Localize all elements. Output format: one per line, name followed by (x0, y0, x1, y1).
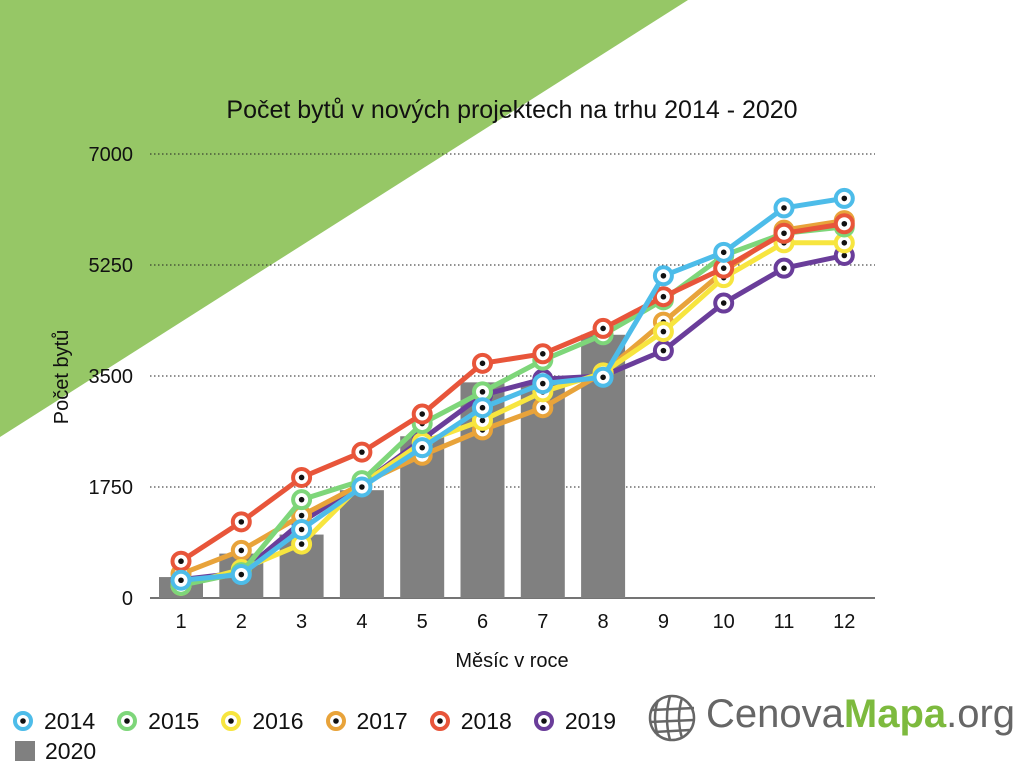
point-dot-2019-12 (841, 252, 848, 259)
point-dot-2014-4 (359, 484, 365, 490)
point-dot-2014-8 (600, 374, 606, 381)
point-dot-2019-9 (660, 347, 667, 354)
x-tick-label-3: 3 (296, 611, 307, 633)
point-dot-2016-12 (841, 240, 848, 246)
point-dot-2018-10 (720, 265, 727, 271)
bar-2020-7 (520, 382, 565, 598)
point-dot-2018-9 (660, 293, 667, 300)
y-tick-label-0: 0 (122, 588, 133, 610)
legend-item-2019: 2019 (529, 706, 616, 736)
legend-item-2015: 2015 (112, 706, 199, 736)
point-dot-2014-12 (841, 195, 848, 202)
legend-item-2020: 2020 (8, 736, 96, 766)
series-2014 (170, 187, 855, 591)
series-line-2014 (180, 195, 845, 583)
point-dot-2018-6 (479, 360, 486, 367)
legend-swatch-2015 (117, 711, 138, 731)
legend-label-2015: 2015 (148, 707, 200, 734)
logo-text: CenovaMapa.org (706, 692, 1016, 736)
x-tick-label-4: 4 (356, 611, 367, 633)
x-tick-label-12: 12 (833, 611, 855, 633)
globe-grid-icon (648, 694, 696, 742)
legend-item-2018: 2018 (425, 706, 512, 736)
legend-item-2016: 2016 (216, 706, 304, 736)
y-tick-label-5250: 5250 (89, 255, 134, 277)
point-dot-2015-6 (479, 389, 486, 395)
point-dot-2014-10 (720, 249, 727, 256)
legend-label-2017: 2017 (356, 707, 408, 734)
x-tick-label-2: 2 (236, 611, 247, 633)
legend-label-2016: 2016 (252, 707, 304, 734)
point-dot-2017-3 (298, 512, 305, 519)
point-dot-2014-5 (419, 444, 426, 451)
point-dot-2019-11 (781, 265, 787, 271)
bar-2020-4 (339, 490, 384, 598)
point-dot-2015-3 (298, 496, 305, 503)
legend-label-2014: 2014 (44, 707, 96, 734)
x-tick-label-1: 1 (175, 611, 186, 633)
logo: CenovaMapa.org (644, 688, 1016, 750)
legend: 2014 2015 2016 2017 2018 2019 (8, 706, 648, 738)
point-dot-2019-10 (720, 300, 727, 306)
x-tick-label-7: 7 (537, 611, 548, 633)
point-dot-2016-9 (660, 328, 667, 335)
legend-label-2019: 2019 (564, 707, 617, 734)
y-tick-label-3500: 3500 (89, 366, 134, 388)
point-dot-2014-2 (238, 571, 245, 578)
point-dot-2018-12 (841, 220, 848, 227)
point-dot-2014-9 (660, 272, 667, 279)
legend-label-2020: 2020 (45, 737, 97, 764)
legend-swatch-2019 (533, 711, 554, 731)
point-dot-2014-7 (540, 380, 546, 387)
point-dot-2014-11 (781, 205, 787, 211)
point-dot-2017-2 (238, 547, 245, 554)
point-dot-2017-7 (540, 404, 546, 411)
x-tick-label-9: 9 (658, 611, 669, 633)
x-tick-label-11: 11 (774, 611, 795, 633)
x-tick-label-6: 6 (477, 611, 488, 633)
legend-swatch-2016 (221, 711, 242, 731)
point-dot-2018-2 (238, 519, 245, 525)
point-dot-2014-6 (479, 404, 486, 411)
point-dot-2018-1 (178, 558, 184, 565)
x-axis-label: Měsíc v roce (455, 650, 568, 672)
point-dot-2018-11 (781, 230, 787, 237)
series-2018 (170, 213, 855, 572)
legend-bar-swatch (15, 741, 35, 761)
point-dot-2018-4 (359, 449, 365, 455)
point-dot-2018-7 (540, 351, 546, 357)
point-dot-2016-6 (479, 417, 486, 424)
series-line-2016 (180, 240, 845, 588)
x-tick-label-10: 10 (713, 611, 735, 633)
legend-item-2014: 2014 (8, 706, 95, 736)
point-dot-2016-3 (298, 541, 305, 547)
legend-swatch-2014 (13, 711, 33, 731)
point-dot-2014-1 (178, 577, 184, 584)
x-tick-label-5: 5 (417, 611, 428, 633)
y-tick-label-7000: 7000 (89, 144, 134, 166)
point-dot-2018-3 (298, 474, 305, 481)
x-tick-label-8: 8 (598, 611, 609, 633)
chart-title: Počet bytů v nových projektech na trhu 2… (226, 96, 798, 124)
legend-item-2017: 2017 (321, 706, 408, 736)
point-dot-2014-3 (298, 526, 305, 533)
legend-swatch-2018 (429, 711, 450, 731)
y-tick-label-1750: 1750 (89, 477, 134, 499)
legend-label-2018: 2018 (460, 707, 512, 734)
point-dot-2018-5 (419, 411, 426, 417)
legend-swatch-2017 (325, 711, 346, 731)
point-dot-2018-8 (600, 325, 606, 332)
y-axis-label: Počet bytů (51, 330, 73, 425)
series-line-2018 (179, 221, 845, 564)
